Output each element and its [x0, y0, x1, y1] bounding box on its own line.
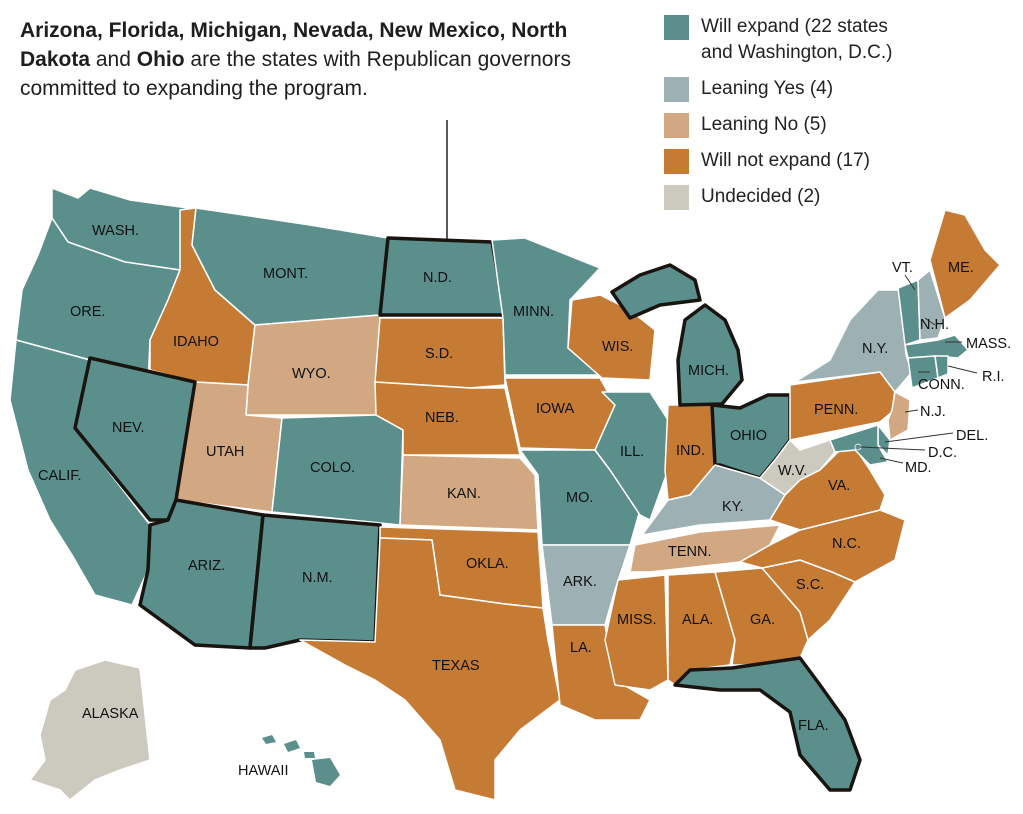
state-kansas — [399, 454, 539, 531]
legend-item-will-not-expand: Will not expand (17) — [664, 148, 1014, 174]
state-alaska — [29, 659, 151, 801]
label-neb: NEB. — [425, 410, 459, 426]
state-michigan-upper — [610, 263, 702, 320]
label-nev: NEV. — [112, 420, 145, 436]
label-alaska: ALASKA — [82, 706, 139, 722]
label-nc: N.C. — [832, 536, 861, 552]
annotation-bold-states: Arizona, Florida, Michigan, Nevada, New … — [20, 19, 506, 42]
state-illinois — [594, 391, 669, 521]
label-colo: COLO. — [310, 460, 355, 476]
legend-swatch-will-expand — [664, 15, 689, 40]
label-fla: FLA. — [798, 718, 829, 734]
state-hawaii — [262, 735, 340, 786]
label-vt: VT. — [892, 260, 913, 276]
legend-item-leaning-no: Leaning No (5) — [664, 112, 1014, 138]
label-ariz: ARIZ. — [188, 558, 225, 574]
label-ga: GA. — [750, 612, 775, 628]
legend: Will expand (22 states and Washington, D… — [664, 14, 1014, 220]
state-florida — [673, 656, 862, 792]
label-la: LA. — [570, 640, 592, 656]
legend-label-undecided: Undecided (2) — [701, 186, 821, 207]
state-michigan-lower — [676, 303, 744, 407]
label-wv: W.V. — [778, 463, 807, 479]
label-dc: D.C. — [928, 445, 957, 461]
legend-label-will-expand: Will expand (22 states and Washington, D… — [701, 16, 893, 63]
label-ill: ILL. — [620, 444, 644, 460]
label-ala: ALA. — [682, 612, 713, 628]
annotation-bold-ohio: Ohio — [136, 48, 185, 71]
label-iowa: IOWA — [536, 401, 574, 417]
state-south-dakota — [374, 317, 506, 389]
state-wyoming — [245, 314, 381, 416]
legend-swatch-leaning-yes — [664, 77, 689, 102]
state-nebraska — [374, 381, 521, 456]
label-wyo: WYO. — [292, 366, 331, 382]
label-minn: MINN. — [513, 304, 554, 320]
annotation-text: Arizona, Florida, Michigan, Nevada, New … — [20, 16, 620, 103]
label-ky: KY. — [722, 499, 744, 515]
legend-label-leaning-yes: Leaning Yes (4) — [701, 78, 834, 99]
label-utah: UTAH — [206, 444, 244, 460]
state-arkansas — [541, 544, 631, 626]
state-oregon — [15, 217, 181, 386]
state-rhode-island — [934, 355, 949, 379]
label-nj: N.J. — [920, 404, 946, 420]
label-nh: N.H. — [920, 317, 949, 333]
state-maine — [929, 209, 1001, 319]
label-calif: CALIF. — [38, 468, 82, 484]
label-mass: MASS. — [966, 336, 1011, 352]
label-idaho: IDAHO — [173, 334, 219, 350]
label-ind: IND. — [676, 443, 705, 459]
state-minnesota — [491, 237, 601, 376]
legend-swatch-undecided — [664, 185, 689, 210]
label-tenn: TENN. — [668, 544, 712, 560]
annotation-bold-nd: North Dakota — [20, 19, 568, 71]
label-md: MD. — [905, 460, 932, 476]
callout-lines — [859, 274, 978, 464]
state-west-virginia — [759, 439, 836, 496]
label-ri: R.I. — [982, 369, 1005, 385]
label-miss: MISS. — [617, 612, 656, 628]
label-penn: PENN. — [814, 402, 858, 418]
legend-label-will-not-expand: Will not expand (17) — [701, 150, 870, 171]
label-nd: N.D. — [423, 270, 452, 286]
label-texas: TEXAS — [432, 658, 480, 674]
label-ohio: OHIO — [730, 428, 767, 444]
legend-swatch-will-not-expand — [664, 149, 689, 174]
label-kan: KAN. — [447, 486, 481, 502]
label-ny: N.Y. — [862, 341, 888, 357]
legend-item-will-expand: Will expand (22 states and Washington, D… — [664, 14, 1014, 66]
label-sd: S.D. — [425, 346, 453, 362]
state-north-carolina — [739, 509, 906, 583]
label-okla: OKLA. — [466, 556, 509, 572]
state-texas — [299, 537, 561, 801]
label-mo: MO. — [566, 490, 593, 506]
annotation-rest: are the states with Republican governors… — [20, 48, 571, 100]
label-sc: S.C. — [796, 577, 824, 593]
label-hawaii: HAWAII — [238, 763, 288, 779]
label-me: ME. — [948, 260, 974, 276]
label-conn: CONN. — [918, 377, 965, 393]
state-new-hampshire — [917, 269, 946, 341]
state-mississippi — [604, 574, 669, 691]
label-mich: MICH. — [688, 363, 729, 379]
legend-swatch-leaning-no — [664, 113, 689, 138]
legend-item-undecided: Undecided (2) — [664, 184, 1014, 210]
label-ore: ORE. — [70, 304, 105, 320]
label-wash: WASH. — [92, 223, 139, 239]
label-nm: N.M. — [302, 570, 333, 586]
legend-item-leaning-yes: Leaning Yes (4) — [664, 76, 1014, 102]
label-del: DEL. — [956, 428, 988, 444]
state-arizona — [138, 498, 265, 650]
label-va: VA. — [828, 478, 850, 494]
legend-label-leaning-no: Leaning No (5) — [701, 114, 827, 135]
label-ark: ARK. — [563, 574, 597, 590]
label-mont: MONT. — [263, 266, 308, 282]
label-wis: WIS. — [602, 339, 633, 355]
annotation-and: and — [90, 48, 137, 71]
